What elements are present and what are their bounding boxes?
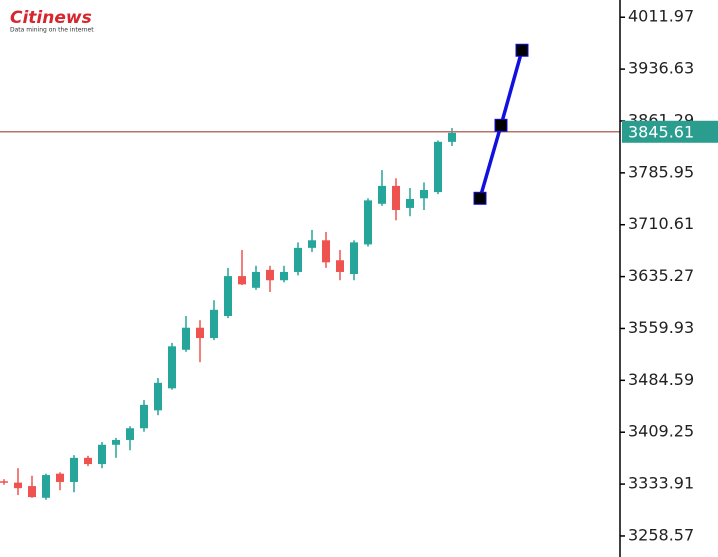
y-tick-label: 3559.93: [628, 318, 694, 337]
candle-body: [28, 486, 36, 498]
candle-body: [378, 185, 386, 204]
candle-body: [182, 327, 190, 350]
candle-body: [210, 309, 218, 339]
logo-name: Citinews: [10, 8, 92, 28]
candle-body: [224, 276, 232, 317]
candle-body: [126, 428, 134, 440]
y-tick-label: 3333.91: [628, 474, 694, 493]
candle-body: [364, 200, 372, 245]
candle-body: [42, 475, 50, 498]
candle-body: [112, 439, 120, 445]
candle-body: [168, 346, 176, 389]
y-tick-label: 3258.57: [628, 525, 694, 544]
y-tick-label: 3710.61: [628, 214, 694, 233]
candle-body: [196, 327, 204, 339]
price-label-box: [622, 120, 718, 143]
candle-body: [140, 404, 148, 429]
candle-body: [336, 260, 344, 272]
candle-body: [406, 198, 414, 208]
candle-body: [322, 240, 330, 263]
candle-body: [392, 185, 400, 210]
y-tick-label: 3936.63: [628, 59, 694, 78]
overlay-marker: [515, 43, 529, 57]
candle-body: [0, 481, 8, 483]
candle-body: [238, 276, 246, 285]
overlay-marker: [473, 191, 487, 205]
candle-body: [308, 240, 316, 248]
candle-body: [154, 382, 162, 411]
candle-body: [294, 247, 302, 272]
candle-body: [280, 271, 288, 281]
candle-body: [84, 457, 92, 465]
y-tick-label: 3785.95: [628, 162, 694, 181]
axis-background: [620, 0, 718, 557]
candle-body: [434, 141, 442, 193]
candle-body: [56, 473, 64, 482]
y-tick-label: 3484.59: [628, 370, 694, 389]
candle-body: [14, 482, 22, 489]
y-tick-label: 3635.27: [628, 266, 694, 285]
candle-body: [266, 269, 274, 281]
y-tick-label: 3409.25: [628, 422, 694, 441]
candle-body: [252, 271, 260, 288]
candle-body: [420, 190, 428, 199]
y-tick-label: 4011.97: [628, 7, 694, 26]
candle-body: [70, 457, 78, 482]
candle-body: [448, 132, 456, 142]
price-label: 3845.61: [628, 122, 694, 141]
candle-body: [98, 444, 106, 465]
logo: Citinews Data mining on the internet: [10, 8, 94, 34]
logo-tagline: Data mining on the internet: [10, 27, 94, 34]
candle-body: [350, 242, 358, 275]
overlay-marker: [494, 118, 508, 132]
